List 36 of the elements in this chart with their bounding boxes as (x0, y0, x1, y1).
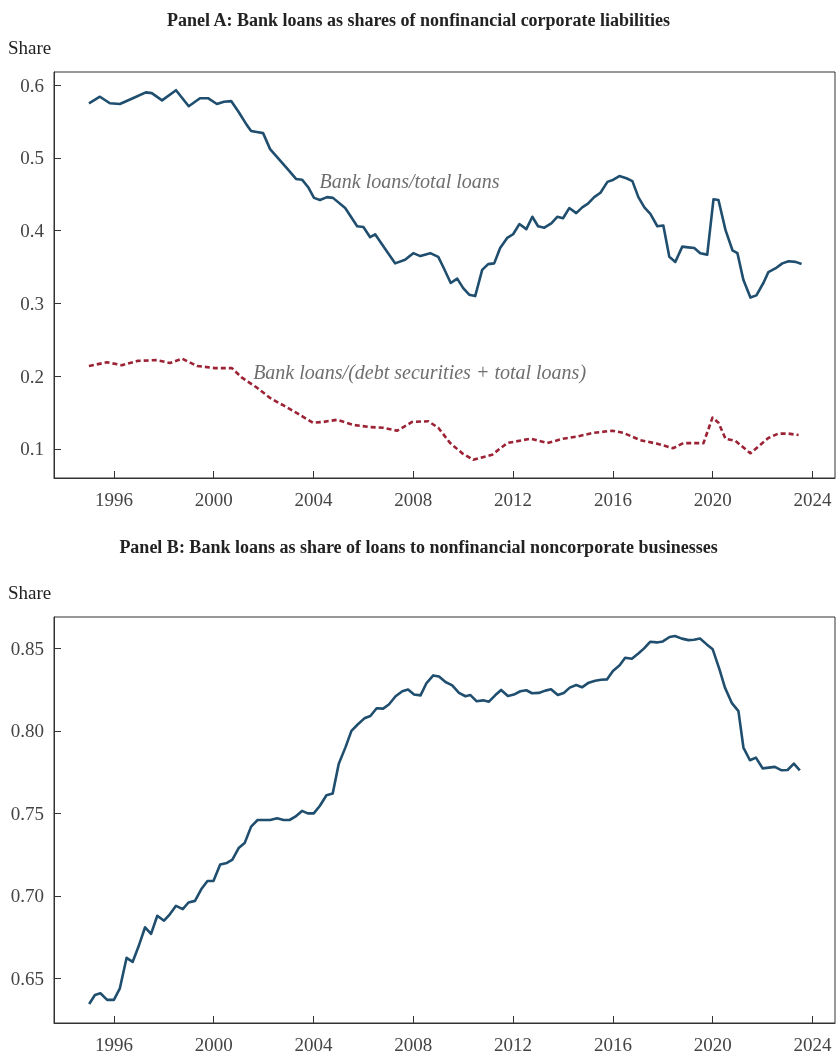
line-series (87, 88, 803, 299)
y-tick-label: 0.75 (10, 802, 44, 824)
line-series (87, 634, 802, 1006)
series-label: Bank loans/(debt securities + total loans) (253, 361, 587, 385)
x-tick-label: 2004 (294, 1034, 333, 1054)
x-tick-label: 1996 (94, 489, 133, 510)
x-tick-label: 2020 (693, 1034, 732, 1054)
x-tick-label: 2008 (394, 1034, 433, 1054)
x-tick-label: 2016 (593, 489, 632, 510)
y-tick-label: 0.3 (20, 292, 44, 314)
y-axis-title: Share (8, 37, 52, 58)
series-label: Bank loans/total loans (319, 170, 500, 193)
x-tick-label: 2004 (294, 489, 333, 510)
x-tick-label: 2012 (494, 1034, 533, 1054)
y-tick-label: 0.80 (10, 720, 44, 742)
x-tick-label: 2024 (793, 1034, 833, 1054)
x-tick-label: 2000 (194, 1034, 233, 1054)
x-tick-label: 2016 (593, 1034, 632, 1054)
y-tick-label: 0.2 (20, 365, 44, 387)
y-tick-label: 0.85 (10, 637, 44, 659)
line-series (87, 357, 800, 462)
x-tick-label: 2020 (693, 489, 732, 510)
x-tick-label: 1996 (94, 1034, 133, 1054)
x-tick-label: 2024 (793, 489, 833, 510)
y-tick-label: 0.1 (20, 438, 44, 460)
chart-title: Panel B: Bank loans as share of loans to nonfinancial noncorporate businesses (119, 537, 718, 557)
y-tick-label: 0.70 (10, 885, 44, 907)
y-tick-label: 0.4 (20, 220, 45, 242)
y-tick-label: 0.6 (20, 74, 44, 96)
x-tick-label: 2012 (494, 489, 533, 510)
chart-title: Panel A: Bank loans as shares of nonfinancial corporate liabilities (166, 10, 671, 30)
x-tick-label: 2008 (394, 489, 433, 510)
x-tick-label: 2000 (194, 489, 233, 510)
y-tick-label: 0.65 (10, 967, 44, 989)
y-tick-label: 0.5 (20, 147, 44, 169)
y-axis-title: Share (8, 582, 52, 603)
